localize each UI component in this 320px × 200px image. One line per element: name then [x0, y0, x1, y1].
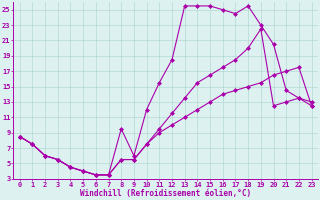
X-axis label: Windchill (Refroidissement éolien,°C): Windchill (Refroidissement éolien,°C): [80, 189, 251, 198]
